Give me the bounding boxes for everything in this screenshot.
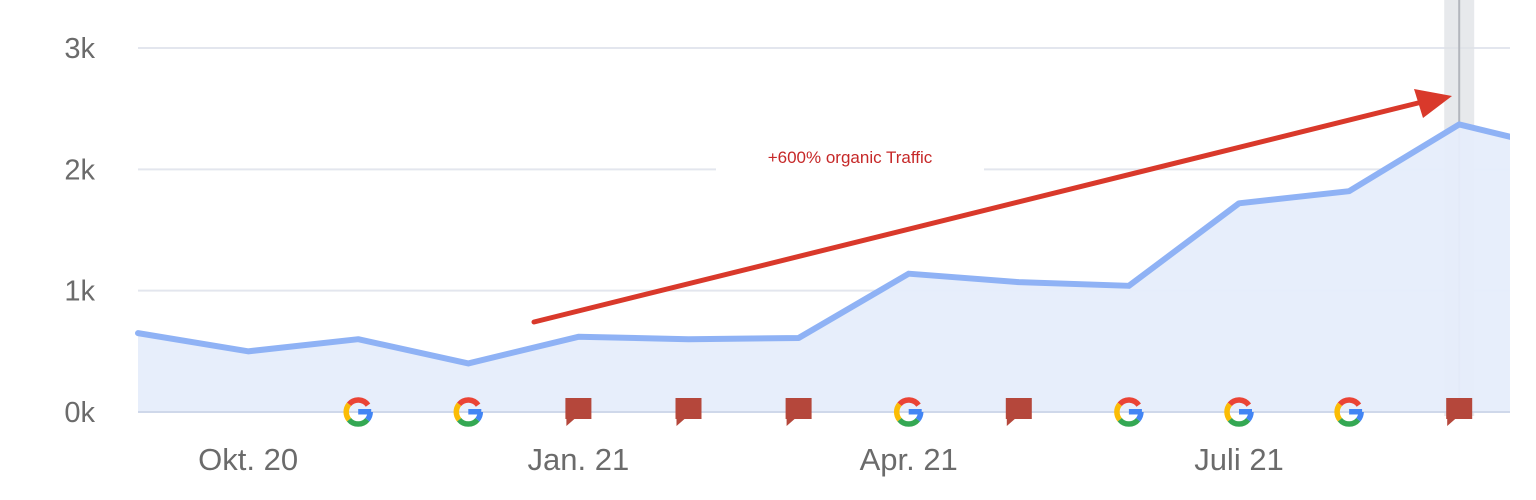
google-bar bbox=[908, 409, 922, 415]
annotation-text: +600% organic Traffic bbox=[768, 148, 933, 167]
google-bar bbox=[1349, 409, 1363, 415]
note-flag-icon bbox=[1005, 398, 1032, 426]
google-arc bbox=[457, 397, 481, 407]
google-arc bbox=[1334, 402, 1343, 422]
google-icon bbox=[1334, 397, 1364, 427]
traffic-line bbox=[135, 121, 1510, 367]
google-arc bbox=[897, 397, 921, 407]
note-flag-icon bbox=[675, 398, 702, 426]
google-icon bbox=[893, 397, 924, 427]
flag-shape bbox=[1446, 398, 1473, 426]
note-flag-icon bbox=[1446, 398, 1473, 426]
google-bar bbox=[1128, 409, 1142, 415]
growth-arrow-head bbox=[1414, 89, 1452, 118]
google-arc bbox=[453, 402, 462, 422]
google-icon bbox=[343, 397, 373, 427]
x-tick-label: Jan. 21 bbox=[528, 442, 630, 477]
flag-shape bbox=[785, 398, 812, 426]
x-tick-label: Apr. 21 bbox=[860, 442, 958, 477]
google-arc bbox=[343, 402, 352, 422]
google-arc bbox=[1117, 397, 1141, 407]
x-tick-label: Juli 21 bbox=[1194, 442, 1284, 477]
y-tick-label: 1k bbox=[64, 276, 95, 308]
x-tick-label: Okt. 20 bbox=[198, 442, 298, 477]
google-arc bbox=[1337, 397, 1362, 407]
google-bar bbox=[468, 409, 482, 415]
google-arc bbox=[1337, 417, 1361, 427]
google-arc bbox=[457, 417, 480, 427]
flag-shape bbox=[565, 398, 592, 426]
google-arc bbox=[1227, 397, 1252, 407]
y-tick-label: 0k bbox=[64, 397, 95, 429]
google-arc bbox=[1117, 417, 1141, 427]
growth-arrow-shaft bbox=[531, 100, 1421, 325]
area-fill bbox=[138, 124, 1510, 412]
google-icon bbox=[1224, 397, 1254, 427]
x-axis-ticks: Okt. 20 Jan. 21 Apr. 21 Juli 21 bbox=[198, 442, 1284, 477]
note-flag-icon bbox=[565, 398, 592, 426]
google-arc bbox=[346, 397, 371, 407]
google-arc bbox=[1224, 402, 1233, 422]
google-arc bbox=[346, 417, 370, 427]
y-tick-label: 3k bbox=[64, 33, 95, 65]
flag-shape bbox=[675, 398, 702, 426]
google-bar bbox=[358, 409, 372, 415]
y-axis-ticks: 0k 1k 2k 3k bbox=[64, 33, 95, 429]
google-arc bbox=[1114, 402, 1122, 422]
google-icon bbox=[1114, 397, 1144, 427]
event-markers bbox=[343, 397, 1473, 427]
growth-annotation: +600% organic Traffic bbox=[531, 89, 1452, 325]
google-arc bbox=[897, 417, 920, 427]
google-arc bbox=[893, 402, 902, 422]
flag-shape bbox=[1005, 398, 1032, 426]
google-icon bbox=[453, 397, 484, 427]
google-bar bbox=[1239, 409, 1252, 415]
y-tick-label: 2k bbox=[64, 154, 95, 186]
note-flag-icon bbox=[785, 398, 812, 426]
google-arc bbox=[1227, 417, 1251, 427]
